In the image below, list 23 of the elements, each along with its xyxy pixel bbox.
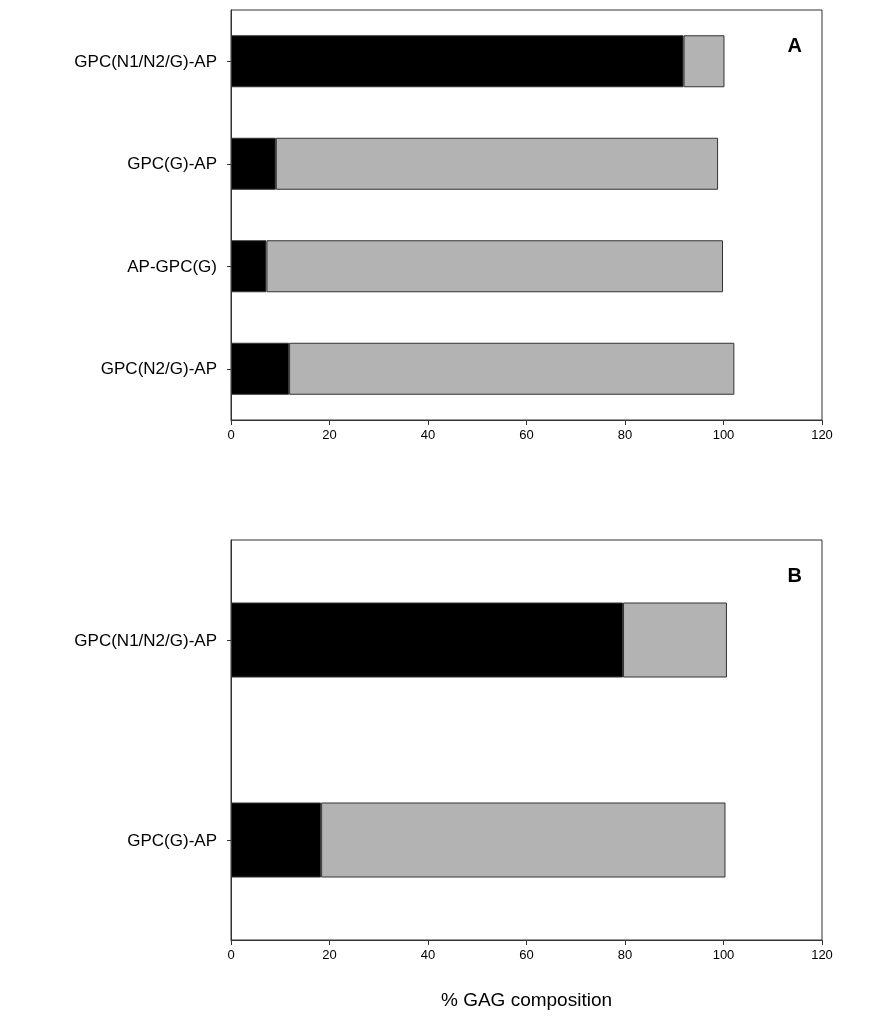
x-tick-label: 100	[712, 947, 735, 962]
x-tick-label: 120	[811, 427, 833, 442]
y-tick-label: GPC(G)-AP	[127, 830, 217, 850]
x-tick-label: 0	[227, 947, 235, 962]
x-tick-label: 0	[227, 427, 235, 442]
y-tick-label: GPC(N1/N2/G)-AP	[74, 51, 217, 71]
x-tick-label: 80	[617, 947, 633, 962]
y-tick-label: AP-GPC(G)	[127, 256, 217, 276]
y-tick-label: GPC(N1/N2/G)-AP	[74, 630, 217, 650]
x-tick-label: 20	[322, 427, 337, 442]
x-axis-title: % GAG composition	[440, 989, 613, 1010]
text: B	[787, 564, 803, 586]
text: A	[787, 34, 803, 56]
x-tick-label: 40	[420, 427, 436, 442]
x-tick-label: 80	[617, 427, 633, 442]
y-tick-label: GPC(G)-AP	[127, 154, 217, 174]
x-tick-label: 20	[322, 947, 337, 962]
x-tick-label: 120	[811, 947, 833, 962]
y-tick-label: GPC(N2/G)-AP	[100, 359, 217, 379]
x-tick-label: 40	[420, 947, 436, 962]
x-tick-label: 60	[519, 947, 534, 962]
x-tick-label: 100	[712, 427, 735, 442]
x-tick-label: 60	[519, 427, 534, 442]
